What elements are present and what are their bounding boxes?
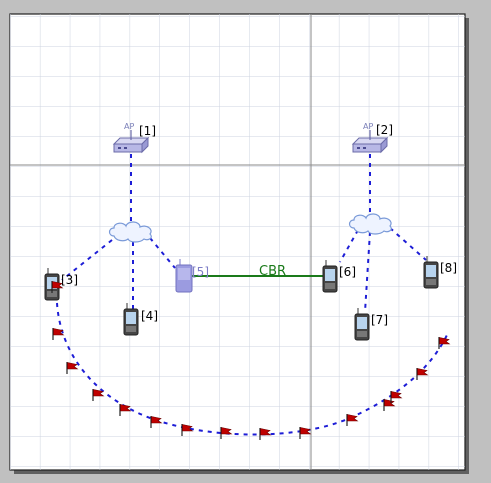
node-5-label: [5]: [192, 265, 209, 279]
node-3[interactable]: [3]: [44, 268, 78, 301]
link-cloud-n7: [364, 231, 371, 313]
node-3-label: [3]: [61, 273, 78, 287]
access-point-2[interactable]: AP [2]: [351, 122, 393, 154]
mobile-phone-icon: [175, 259, 193, 293]
router-icon: [351, 130, 389, 154]
mobile-phone-icon: [423, 256, 439, 289]
router-icon: [112, 130, 150, 154]
ap-badge: AP: [124, 122, 134, 131]
wireless-cloud-icon: [108, 221, 152, 243]
link-cloud-n3: [61, 239, 113, 281]
node-7[interactable]: [7]: [354, 308, 388, 341]
ap-1-label: [1]: [139, 124, 156, 138]
mobility-path: [56, 302, 448, 436]
node-8[interactable]: [8]: [423, 256, 457, 289]
node-8-label: [8]: [440, 261, 457, 275]
link-cloud-n6: [339, 229, 359, 263]
node-6[interactable]: [6]: [322, 260, 356, 293]
node-5[interactable]: [5]: [175, 259, 209, 293]
node-7-label: [7]: [371, 313, 388, 327]
ap-badge: AP: [363, 122, 373, 131]
wireless-cloud-left[interactable]: [108, 221, 152, 243]
access-point-1[interactable]: AP [1]: [112, 122, 156, 154]
ap-2-label: [2]: [376, 123, 393, 137]
grid: [10, 14, 465, 470]
node-4-label: [4]: [141, 309, 158, 323]
wireless-cloud-icon: [348, 213, 392, 235]
cbr-flow-label: CBR: [259, 264, 286, 279]
link-cloud-n5: [149, 237, 176, 269]
mobile-phone-icon: [322, 260, 338, 293]
mobile-phone-icon: [354, 308, 370, 341]
node-6-label: [6]: [339, 265, 356, 279]
wireless-links: [56, 154, 448, 436]
mobile-phone-icon: [123, 303, 139, 336]
wireless-cloud-right[interactable]: [348, 213, 392, 235]
node-4[interactable]: [4]: [123, 303, 158, 336]
